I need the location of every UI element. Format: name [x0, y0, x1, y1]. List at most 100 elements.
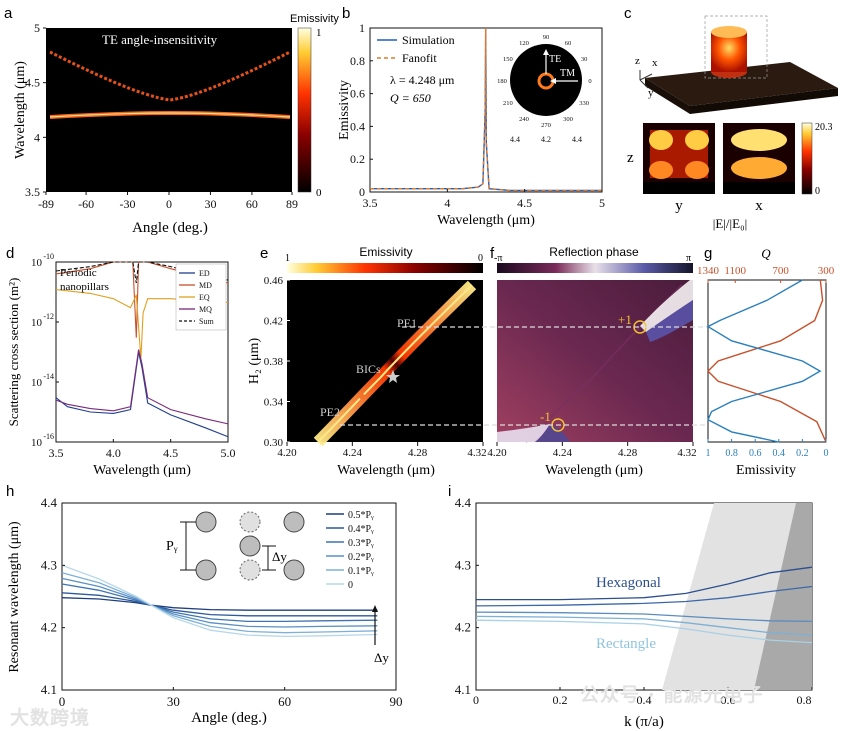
- panel-e-title: Emissivity: [359, 245, 412, 259]
- panel-e-cb-left: 1: [285, 253, 290, 264]
- panel-h-lines: [61, 564, 378, 638]
- h-legend-label: 0.2*Pᵧ: [348, 552, 374, 563]
- b-xtick-label: 4.5: [517, 196, 532, 210]
- axis-y: y: [648, 87, 654, 99]
- h-legend-label: 0.1*Pᵧ: [348, 566, 374, 577]
- panel-a-ylabel: Wavelength (μm): [13, 61, 28, 159]
- polar-xtick: 4.4: [510, 135, 520, 144]
- phase-jump-upper: [640, 280, 693, 332]
- panel-d-ylabel: Scattering cross section (m²): [6, 278, 21, 427]
- h-legend-label: 0.3*Pᵧ: [348, 538, 374, 549]
- h-legend-label: 0.5*Pᵧ: [348, 510, 374, 521]
- d-ytick-exp: -16: [43, 432, 54, 441]
- polar-angle-label: 300: [563, 116, 573, 123]
- panel-a-xlabel: Angle (deg.): [132, 220, 208, 236]
- panel-e-xticks: 4.20 4.24 4.28 4.32: [277, 442, 487, 459]
- panel-b-xlabel: Wavelength (μm): [437, 213, 535, 228]
- a-ytick-label: 4.5: [25, 76, 40, 90]
- polar-angle-label: 30: [581, 56, 588, 63]
- panel-c: c z x y 20.3 0 z y x |E|/|E₀|: [624, 5, 838, 231]
- e-xtick-label: 4.28: [408, 447, 428, 459]
- b-ytick-label: 0.6: [350, 87, 365, 101]
- bic-star: [386, 370, 400, 383]
- h-xtick-label: 0: [59, 694, 66, 709]
- panel-d-xticks: 3.5 4.0 4.5 5.0: [49, 439, 236, 460]
- e-xtick-label: 4.24: [343, 447, 363, 459]
- e-xtick-label: 4.32: [467, 447, 486, 459]
- panel-b-letter: b: [342, 5, 350, 22]
- schematic-dy: Δy: [272, 549, 287, 564]
- i-ytick-label: 4.4: [455, 495, 472, 510]
- g-top-tick-label: 700: [772, 265, 789, 277]
- label-plus1: +1: [618, 312, 632, 327]
- d-xtick-label: 4.5: [163, 446, 178, 460]
- panel-d-legend: ED MD EQ MQ Sum: [175, 263, 227, 331]
- light-cone-inner: [754, 503, 812, 690]
- a-ytick-label: 4: [34, 130, 40, 144]
- i-line: [476, 566, 813, 601]
- g-top-tick-label: 1100: [724, 265, 746, 277]
- d-xtick-label: 3.5: [49, 446, 64, 460]
- i-xtick-label: 0.8: [797, 693, 812, 707]
- g-top-tick-label: 300: [818, 265, 835, 277]
- i-line: [475, 611, 813, 623]
- a-ytick-label: 3.5: [25, 185, 40, 199]
- d-legend-label: MQ: [199, 305, 212, 314]
- polar-angle-label: 60: [565, 40, 572, 47]
- d-xtick-label: 5.0: [221, 446, 236, 460]
- panel-b-legend-sim: Simulation: [402, 33, 455, 47]
- i-line: [475, 615, 813, 636]
- axis-z: z: [635, 55, 640, 67]
- b-ytick-label: 1: [359, 21, 365, 35]
- i-ytick-label: 4.2: [455, 620, 471, 635]
- polar-angle-label: 0: [588, 78, 591, 85]
- polar-angle-label: 210: [503, 100, 513, 107]
- g-bottom-tick-label: 0.2: [796, 448, 809, 459]
- panel-g: g Q 1340 1100 700 300 1 0.8 0.6 0.4 0.2 0 Emissi…: [697, 245, 835, 478]
- i-xtick-label: 0.2: [553, 693, 568, 707]
- panel-h-letter: h: [6, 483, 14, 500]
- panel-e-yticks: 0.46 0.42 0.38 0.34 0.30: [264, 275, 290, 449]
- panel-f-title: Reflection phase: [549, 245, 639, 259]
- panel-h-axes: [61, 502, 397, 691]
- e-xtick-label: 4.20: [277, 447, 297, 459]
- panel-i-lines: [475, 566, 813, 644]
- field-map-x-label: x: [755, 198, 763, 214]
- panel-d-inset-2: nanopillars: [60, 281, 109, 293]
- lattice-schematic: Pᵧ Δy: [166, 511, 305, 581]
- panel-i-letter: i: [448, 483, 451, 500]
- h-line: [61, 583, 378, 623]
- panel-f: f Reflection phase -π π +1 -1 4.20 4.24 4.…: [487, 245, 696, 478]
- g-bottom-tick-label: 1: [706, 448, 711, 459]
- polar-xtick: 4.4: [572, 135, 582, 144]
- g-bottom-tick-label: 0.6: [749, 448, 762, 459]
- substrate-top: [645, 62, 838, 106]
- panel-c-colorbar: [801, 122, 813, 195]
- polar-angle-label: 330: [579, 100, 589, 107]
- panel-f-letter: f: [490, 245, 495, 262]
- f-xtick-label: 4.32: [677, 447, 696, 459]
- panel-f-cb-left: -π: [494, 253, 502, 264]
- d-ytick-exp: -12: [43, 312, 54, 321]
- i-ytick-label: 4.1: [455, 682, 471, 697]
- panel-g-top-ticks: 1340 1100 700 300: [697, 265, 835, 283]
- h-line: [61, 572, 378, 634]
- d-legend-label: EQ: [199, 293, 210, 302]
- panel-a-colorbar-min: 0: [316, 187, 322, 199]
- panel-a-yticks: 5 4.5 4 3.5: [25, 21, 46, 199]
- i-line: [475, 585, 813, 607]
- g-bottom-tick-label: 0: [824, 448, 829, 459]
- h-legend-label: 0: [348, 580, 353, 591]
- polar-x-ticks: 4.4 4.2 4.4: [510, 135, 582, 144]
- panel-h-xlabel: Angle (deg.): [191, 710, 267, 726]
- field-map-z-label: z: [627, 150, 634, 166]
- e-ytick-label: 0.34: [264, 397, 284, 409]
- panel-g-emissivity-line: [706, 279, 822, 443]
- unit-cell-box: [704, 15, 768, 79]
- g-bottom-tick-label: 0.4: [773, 448, 786, 459]
- h-line: [61, 592, 378, 617]
- panel-h: h 4.4 4.3 4.2 4.1 0 30 60 90 Angle (deg.) Reso…: [6, 483, 403, 726]
- panel-e-cb-right: 0: [478, 253, 483, 264]
